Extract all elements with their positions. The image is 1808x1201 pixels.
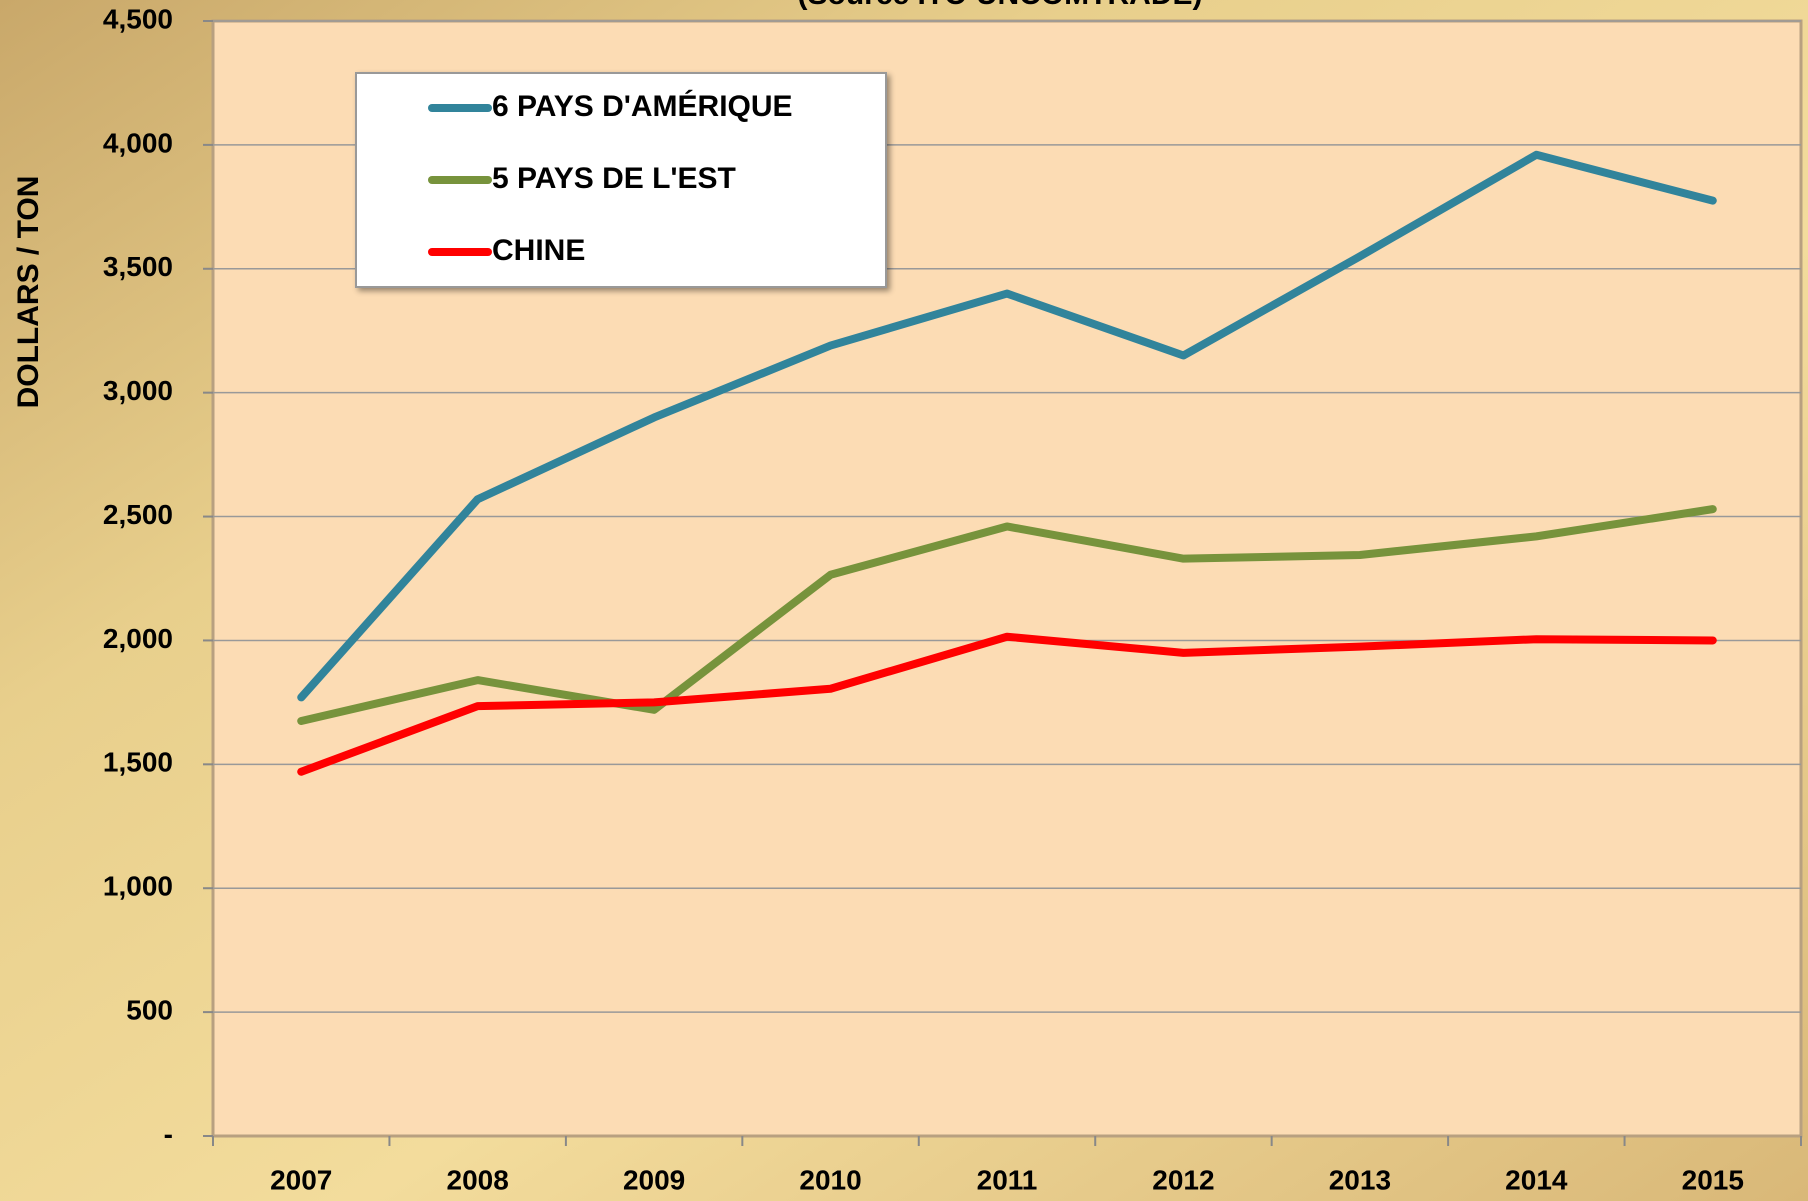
x-tick-label: 2010 — [799, 1164, 861, 1195]
legend-label: 5 PAYS DE L'EST — [492, 162, 736, 195]
x-tick-label: 2007 — [270, 1164, 332, 1195]
y-tick-label: 2,500 — [103, 499, 173, 530]
y-tick-label: 4,000 — [103, 127, 173, 158]
x-tick-label: 2008 — [447, 1164, 509, 1195]
legend-label: CHINE — [492, 234, 585, 267]
x-tick-label: 2009 — [623, 1164, 685, 1195]
y-tick-label: 2,000 — [103, 623, 173, 654]
y-tick-label: 500 — [126, 995, 173, 1026]
x-tick-label: 2015 — [1682, 1164, 1744, 1195]
x-tick-label: 2012 — [1152, 1164, 1214, 1195]
y-tick-label: 3,000 — [103, 375, 173, 406]
x-tick-label: 2011 — [977, 1164, 1038, 1195]
y-axis-label: DOLLARS / TON — [12, 176, 45, 409]
series-line — [297, 505, 1717, 725]
x-tick-label: 2014 — [1505, 1164, 1568, 1195]
subtitle: (Source ITC-UNCOMTRADE) — [798, 0, 1203, 11]
y-tick-label: 4,500 — [103, 3, 173, 34]
y-tick-label: - — [164, 1118, 173, 1149]
y-tick-label: 1,000 — [103, 871, 173, 902]
y-tick-label: 1,500 — [103, 747, 173, 778]
series-line — [297, 150, 1717, 702]
x-tick-label: 2013 — [1329, 1164, 1391, 1195]
series-line — [297, 632, 1717, 776]
legend-label: 6 PAYS D'AMÉRIQUE — [492, 89, 793, 123]
y-tick-label: 3,500 — [103, 251, 173, 282]
